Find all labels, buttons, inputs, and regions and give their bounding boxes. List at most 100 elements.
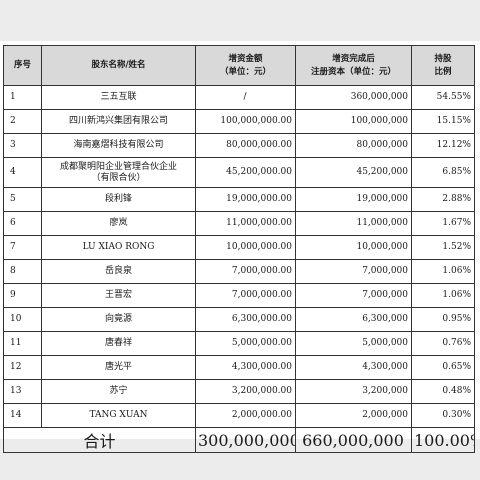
shareholder-name: 成都聚明阳企业管理合伙企业 （有限合伙）	[41, 157, 196, 188]
shareholding-ratio: 1.52%	[411, 235, 475, 260]
shareholder-name-line: 四川新鸿兴集团有限公司	[68, 116, 168, 126]
shareholding-ratio: 2.88%	[411, 187, 475, 212]
capital-increase: 80,000,000.00	[195, 133, 296, 158]
table-row: 7 LU XIAO RONG 10,000,000.00 10,000,000 1.52…	[3, 235, 475, 260]
header-row: 序号 股东名称/姓名 增资金额 （单位：元） 增资完成后 注册资本（单位：元） 持股…	[3, 45, 475, 86]
table-body: 1 三五互联 /360,000,000 54.55% 2 四川新鸿兴集团有限公司 100,0…	[3, 85, 475, 428]
shareholding-ratio: 6.85%	[411, 157, 475, 188]
shareholder-name-line: 向竟源	[104, 314, 132, 324]
registered-capital: 80,000,000	[295, 133, 412, 158]
shareholding-ratio: 0.48%	[411, 379, 475, 404]
shareholder-name-line: 唐光平	[104, 362, 132, 372]
shareholder-name: 三五互联	[41, 85, 196, 110]
row-index: 5	[3, 187, 42, 212]
shareholder-name-line: 海南嘉熠科技有限公司	[73, 140, 164, 150]
shareholding-ratio: 1.67%	[411, 211, 475, 236]
shareholder-name: 段利锋	[41, 187, 196, 212]
shareholder-name: 唐春祥	[41, 331, 196, 356]
shareholder-name-line: TANG XUAN	[89, 410, 148, 420]
registered-capital: 7,000,000	[295, 283, 412, 308]
total-label: 合计	[3, 427, 196, 453]
shareholder-name-line: 廖岚	[109, 218, 128, 228]
header-shareholding-ratio: 持股 比例	[411, 45, 475, 86]
header-index: 序号	[3, 45, 42, 86]
header-name: 股东名称/姓名	[41, 45, 196, 86]
shareholder-name-line: 岳良泉	[104, 266, 132, 276]
table-row: 3 海南嘉熠科技有限公司 80,000,000.00 80,000,000 12.12%	[3, 133, 475, 158]
capital-increase: 7,000,000.00	[195, 283, 296, 308]
registered-capital: 100,000,000	[295, 109, 412, 134]
shareholder-name: 四川新鸿兴集团有限公司	[41, 109, 196, 134]
row-index: 1	[3, 85, 42, 110]
shareholder-name: LU XIAO RONG	[41, 235, 196, 260]
row-index: 10	[3, 307, 42, 332]
table-row: 9 王晋宏 7,000,000.00 7,000,000 1.06%	[3, 283, 475, 308]
row-index: 4	[3, 157, 42, 188]
capital-increase: 6,300,000.00	[195, 307, 296, 332]
shareholder-name: TANG XUAN	[41, 403, 196, 428]
total-capital-increase: 300,000,000.00	[195, 427, 296, 453]
row-index: 11	[3, 331, 42, 356]
total-registered-capital: 660,000,000	[295, 427, 412, 453]
registered-capital: 45,200,000	[295, 157, 412, 188]
row-index: 14	[3, 403, 42, 428]
registered-capital: 2,000,000	[295, 403, 412, 428]
row-index: 2	[3, 109, 42, 134]
registered-capital: 19,000,000	[295, 187, 412, 212]
registered-capital: 7,000,000	[295, 259, 412, 284]
shareholding-ratio: 0.95%	[411, 307, 475, 332]
capital-increase: 2,000,000.00	[195, 403, 296, 428]
table-row: 11 唐春祥 5,000,000.00 5,000,000 0.76%	[3, 331, 475, 356]
table-row: 10 向竟源 6,300,000.00 6,300,000 0.95%	[3, 307, 475, 332]
shareholding-ratio: 0.76%	[411, 331, 475, 356]
capital-increase: 4,300,000.00	[195, 355, 296, 380]
row-index: 9	[3, 283, 42, 308]
capital-increase: 100,000,000.00	[195, 109, 296, 134]
shareholder-name-line: 唐春祥	[104, 338, 132, 348]
registered-capital: 6,300,000	[295, 307, 412, 332]
row-index: 12	[3, 355, 42, 380]
table-row: 12 唐光平 4,300,000.00 4,300,000 0.65%	[3, 355, 475, 380]
shareholder-name-line: 成都聚明阳企业管理合伙企业	[59, 161, 177, 172]
row-index: 13	[3, 379, 42, 404]
registered-capital: 10,000,000	[295, 235, 412, 260]
row-index: 3	[3, 133, 42, 158]
total-row: 合计 300,000,000.00 660,000,000 100.00%	[3, 427, 475, 453]
shareholder-name-line2: （有限合伙）	[91, 172, 146, 183]
shareholding-ratio: 15.15%	[411, 109, 475, 134]
shareholder-name: 海南嘉熠科技有限公司	[41, 133, 196, 158]
row-index: 7	[3, 235, 42, 260]
shareholder-name: 王晋宏	[41, 283, 196, 308]
shareholder-name: 向竟源	[41, 307, 196, 332]
registered-capital: 3,200,000	[295, 379, 412, 404]
shareholding-ratio: 54.55%	[411, 85, 475, 110]
table-row: 6 廖岚 11,000,000.00 11,000,000 1.67%	[3, 211, 475, 236]
shareholder-name-line: LU XIAO RONG	[82, 242, 155, 252]
shareholding-ratio: 12.12%	[411, 133, 475, 158]
shareholder-name-line: 段利锋	[104, 194, 132, 204]
table-row: 4 成都聚明阳企业管理合伙企业 （有限合伙） 45,200,000.00 45,200,…	[3, 157, 475, 188]
table-row: 5 段利锋 19,000,000.00 19,000,000 2.88%	[3, 187, 475, 212]
registered-capital: 11,000,000	[295, 211, 412, 236]
document-page: 序号 股东名称/姓名 增资金额 （单位：元） 增资完成后 注册资本（单位：元） 持股…	[0, 41, 480, 453]
capital-increase: 11,000,000.00	[195, 211, 296, 236]
table-row: 14 TANG XUAN 2,000,000.00 2,000,000 0.30%	[3, 403, 475, 428]
table-header: 序号 股东名称/姓名 增资金额 （单位：元） 增资完成后 注册资本（单位：元） 持股…	[3, 45, 475, 86]
table-row: 13 苏宁 3,200,000.00 3,200,000 0.48%	[3, 379, 475, 404]
shareholder-table: 序号 股东名称/姓名 增资金额 （单位：元） 增资完成后 注册资本（单位：元） 持股…	[3, 45, 475, 453]
capital-increase: 3,200,000.00	[195, 379, 296, 404]
shareholding-ratio: 1.06%	[411, 283, 475, 308]
shareholder-name: 苏宁	[41, 379, 196, 404]
table-row: 1 三五互联 /360,000,000 54.55%	[3, 85, 475, 110]
capital-increase: 19,000,000.00	[195, 187, 296, 212]
shareholding-ratio: 1.06%	[411, 259, 475, 284]
table-footer: 合计 300,000,000.00 660,000,000 100.00%	[3, 427, 475, 453]
row-index: 6	[3, 211, 42, 236]
registered-capital: 4,300,000	[295, 355, 412, 380]
shareholding-ratio: 0.30%	[411, 403, 475, 428]
capital-increase: 45,200,000.00	[195, 157, 296, 188]
capital-increase: 7,000,000.00	[195, 259, 296, 284]
registered-capital: 360,000,000	[295, 85, 412, 110]
capital-increase: 10,000,000.00	[195, 235, 296, 260]
shareholder-name-line: 王晋宏	[104, 290, 132, 300]
